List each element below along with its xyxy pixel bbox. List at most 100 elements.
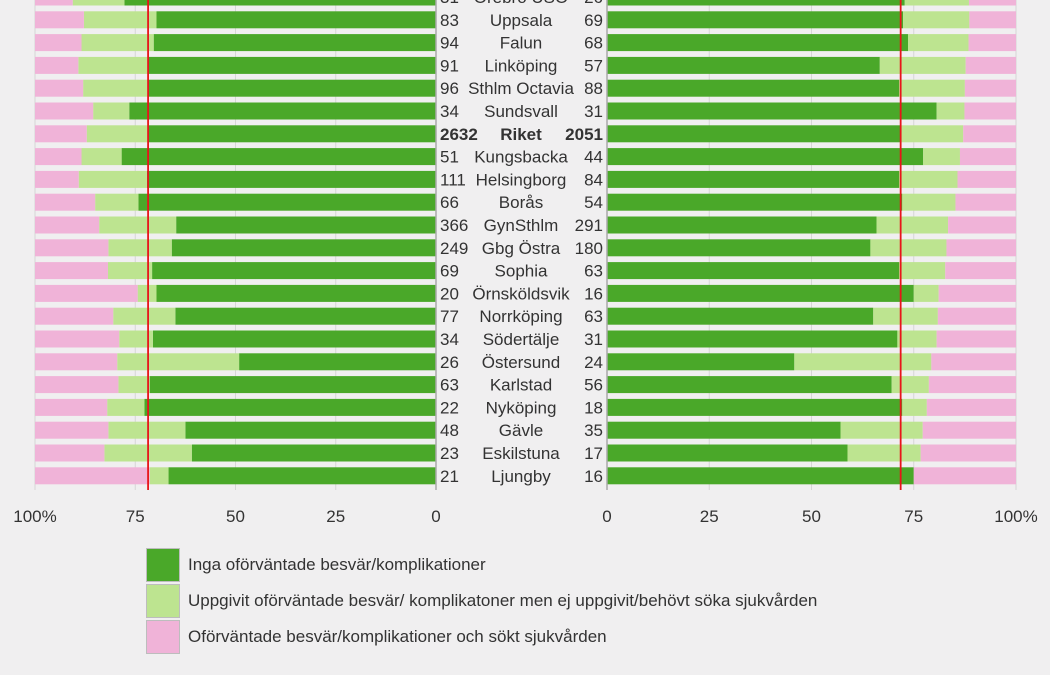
tick-right-50: 50 [802, 507, 821, 526]
n-left-row-9: 66 [440, 193, 459, 212]
bar-right-complications-no-care-row-8 [899, 170, 958, 188]
bar-right-complications-no-care-row-9 [902, 193, 956, 211]
n-right-row-6: 2051 [565, 125, 603, 144]
bar-left-no-complications-row-1 [156, 11, 437, 29]
n-left-row-4: 96 [440, 79, 459, 98]
bar-right-complications-sought-care-row-8 [957, 170, 1016, 188]
bar-left-no-complications-row-20 [191, 444, 436, 462]
bar-left-no-complications-row-6 [148, 125, 436, 143]
bar-right-complications-no-care-row-7 [923, 148, 960, 166]
n-right-row-1: 69 [584, 11, 603, 30]
bar-right-no-complications-row-18 [607, 398, 903, 416]
unit-name-row-19: Gävle [499, 421, 543, 440]
bar-left-complications-sought-care-row-17 [35, 376, 119, 394]
bar-right-complications-sought-care-row-0 [968, 0, 1016, 6]
unit-name-row-3: Linköping [485, 56, 558, 75]
bar-left-complications-no-care-row-15 [119, 330, 153, 348]
bar-right-complications-no-care-row-11 [870, 239, 947, 257]
unit-name-row-0: Örebro USÖ [474, 0, 568, 7]
unit-name-row-13: Örnsköldsvik [472, 284, 570, 303]
bar-left-complications-no-care-row-19 [108, 421, 186, 439]
bar-left-no-complications-row-5 [129, 102, 437, 120]
bar-left-complications-no-care-row-14 [113, 307, 176, 325]
bar-left-complications-sought-care-row-1 [35, 11, 84, 29]
n-right-row-8: 84 [584, 170, 603, 189]
bar-right-complications-sought-care-row-6 [963, 125, 1016, 143]
bar-left-complications-no-care-row-4 [83, 79, 148, 97]
n-left-row-16: 26 [440, 353, 459, 372]
n-right-row-20: 17 [584, 444, 603, 463]
unit-name-row-1: Uppsala [490, 11, 553, 30]
bar-left-no-complications-row-12 [152, 262, 437, 280]
unit-name-row-16: Östersund [482, 353, 560, 372]
bar-left-no-complications-row-8 [146, 170, 436, 188]
bar-left-no-complications-row-7 [121, 148, 436, 166]
n-right-row-9: 54 [584, 193, 603, 212]
tick-left-100: 100% [13, 507, 56, 526]
tick-right-75: 75 [904, 507, 923, 526]
tick-right-0: 0 [602, 507, 611, 526]
n-left-row-7: 51 [440, 148, 459, 167]
legend-label-complications-no-care: Uppgivit oförväntade besvär/ komplikaton… [188, 591, 818, 610]
bar-left-complications-sought-care-row-15 [35, 330, 120, 348]
bar-left-no-complications-row-0 [124, 0, 436, 6]
bar-right-no-complications-row-4 [607, 79, 900, 97]
n-right-row-2: 68 [584, 34, 603, 53]
bar-right-complications-sought-care-row-9 [955, 193, 1016, 211]
bar-left-complications-no-care-row-9 [95, 193, 139, 211]
n-left-row-1: 83 [440, 11, 459, 30]
n-right-row-15: 31 [584, 330, 603, 349]
unit-name-row-2: Falun [500, 34, 543, 53]
bar-left-complications-no-care-row-8 [78, 170, 147, 188]
n-left-row-2: 94 [440, 34, 459, 53]
bar-left-no-complications-row-9 [138, 193, 436, 211]
unit-name-row-10: GynSthlm [484, 216, 559, 235]
tick-right-100: 100% [994, 507, 1037, 526]
bar-left-complications-no-care-row-12 [107, 262, 153, 280]
bar-right-no-complications-row-13 [607, 284, 914, 302]
tick-left-50: 50 [226, 507, 245, 526]
bar-right-no-complications-row-1 [607, 11, 904, 29]
bar-right-complications-no-care-row-13 [913, 284, 939, 302]
tick-right-25: 25 [700, 507, 719, 526]
bar-right-no-complications-row-12 [607, 262, 900, 280]
n-left-row-13: 20 [440, 284, 459, 303]
bar-right-complications-sought-care-row-20 [920, 444, 1016, 462]
bar-left-complications-no-care-row-10 [99, 216, 177, 234]
bar-right-complications-no-care-row-4 [899, 79, 965, 97]
n-right-row-14: 63 [584, 307, 603, 326]
bar-right-complications-sought-care-row-18 [926, 398, 1016, 416]
n-left-row-19: 48 [440, 421, 459, 440]
unit-name-row-8: Helsingborg [476, 170, 567, 189]
bar-right-no-complications-row-14 [607, 307, 874, 325]
n-right-row-17: 56 [584, 376, 603, 395]
unit-name-row-14: Norrköping [479, 307, 562, 326]
bar-right-complications-no-care-row-0 [904, 0, 969, 6]
n-right-row-12: 63 [584, 262, 603, 281]
bar-right-no-complications-row-16 [607, 353, 795, 371]
bar-left-complications-no-care-row-0 [72, 0, 125, 6]
bar-left-no-complications-row-3 [148, 56, 436, 74]
legend-label-complications-sought-care: Oförväntade besvär/komplikationer och sö… [188, 627, 607, 646]
n-left-row-20: 23 [440, 444, 459, 463]
n-right-row-19: 35 [584, 421, 603, 440]
bar-right-complications-sought-care-row-3 [965, 56, 1016, 74]
bar-right-complications-sought-care-row-12 [945, 262, 1016, 280]
tick-left-0: 0 [431, 507, 440, 526]
n-left-row-17: 63 [440, 376, 459, 395]
bar-left-complications-sought-care-row-7 [35, 148, 82, 166]
n-right-row-5: 31 [584, 102, 603, 121]
bar-left-complications-no-care-row-7 [81, 148, 122, 166]
n-left-row-11: 249 [440, 239, 468, 258]
bar-right-complications-no-care-row-16 [794, 353, 932, 371]
n-right-row-18: 18 [584, 398, 603, 417]
bar-right-no-complications-row-19 [607, 421, 841, 439]
unit-name-row-6: Riket [500, 125, 542, 144]
n-right-row-11: 180 [575, 239, 603, 258]
bar-right-complications-sought-care-row-2 [968, 34, 1016, 52]
bar-right-complications-sought-care-row-11 [946, 239, 1016, 257]
n-right-row-10: 291 [575, 216, 603, 235]
bar-left-complications-sought-care-row-0 [35, 0, 73, 6]
n-left-row-10: 366 [440, 216, 468, 235]
bar-right-complications-no-care-row-2 [908, 34, 969, 52]
